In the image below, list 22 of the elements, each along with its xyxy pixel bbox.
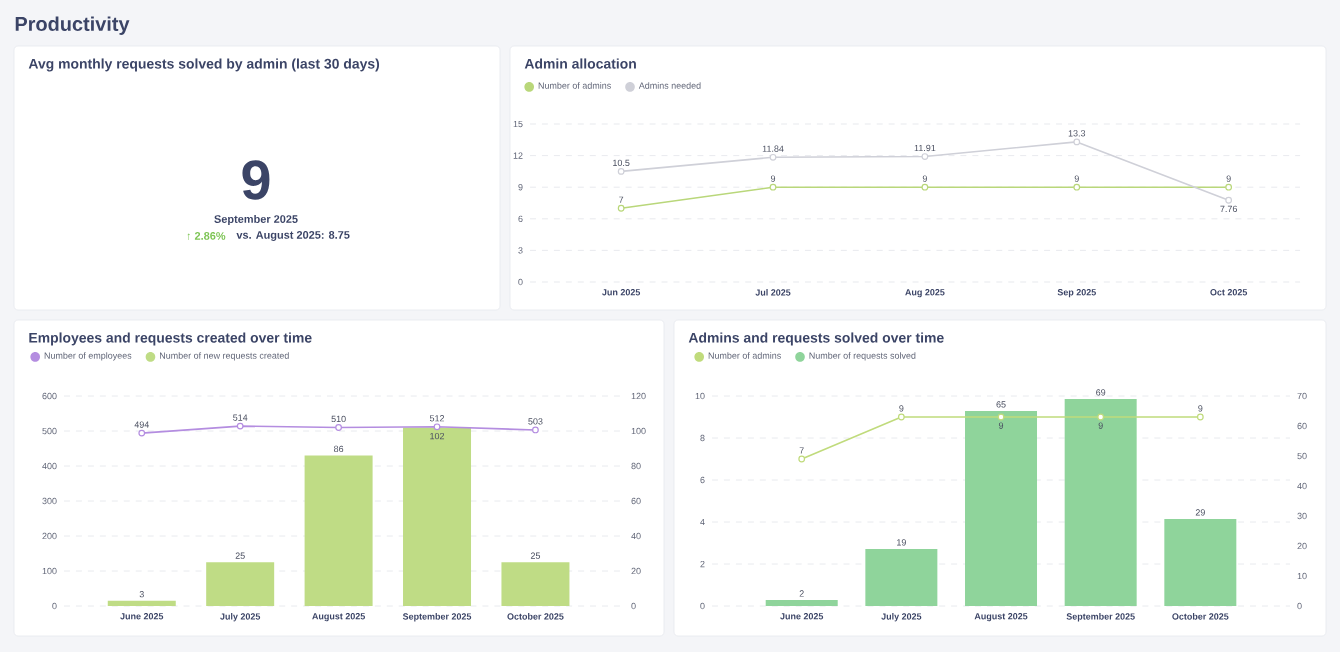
bar [1064,399,1137,606]
bar [501,562,570,606]
bar [206,562,275,606]
point [921,183,929,191]
point [1073,138,1081,146]
point [617,167,625,175]
bar [304,455,373,606]
point [769,153,777,161]
bar [403,427,472,606]
bar [965,411,1038,606]
bar [107,600,176,606]
text: Productivity [15,16,130,35]
point [1073,183,1081,191]
point [921,153,929,160]
point [1225,196,1233,204]
point [1225,183,1233,191]
point [769,183,777,191]
bar [1164,519,1237,606]
bar [865,549,938,606]
bar [765,600,838,606]
point [617,204,625,212]
text: 9 [242,160,270,200]
